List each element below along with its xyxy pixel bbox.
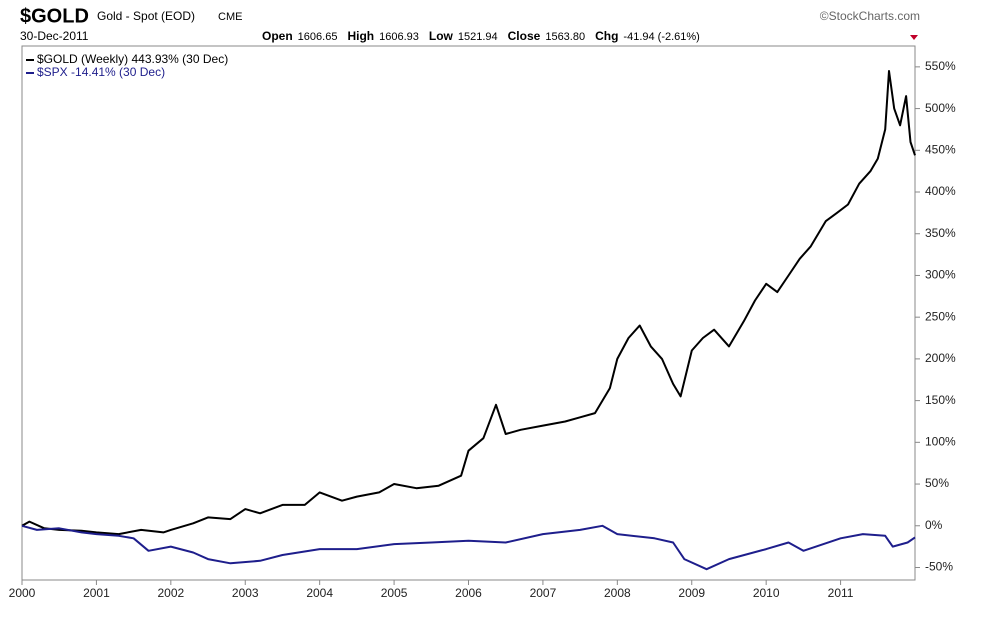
quote-label: Low — [429, 29, 454, 43]
quote-value: -41.94 (-2.61%) — [623, 31, 699, 43]
x-tick-label: 2007 — [530, 586, 557, 600]
x-tick-label: 2005 — [381, 586, 408, 600]
x-tick-label: 2010 — [753, 586, 780, 600]
x-tick-label: 2004 — [306, 586, 333, 600]
y-tick-label: 0% — [925, 518, 943, 532]
x-tick-label: 2009 — [678, 586, 705, 600]
quote-value: 1563.80 — [545, 31, 585, 43]
x-tick-label: 2001 — [83, 586, 110, 600]
quote-label: Open — [262, 29, 293, 43]
plot-frame — [21, 45, 916, 581]
date: 30-Dec-2011 — [20, 29, 89, 43]
y-tick-label: 250% — [925, 309, 956, 323]
exchange: CME — [218, 11, 242, 23]
y-tick-label: -50% — [925, 560, 953, 574]
quote-label: Chg — [595, 29, 618, 43]
x-tick-label: 2006 — [455, 586, 482, 600]
x-tick-label: 2008 — [604, 586, 631, 600]
y-tick-label: 150% — [925, 393, 956, 407]
quote: Open 1606.65 High 1606.93 Low 1521.94 Close 156… — [262, 29, 700, 43]
quote-value: 1521.94 — [458, 31, 498, 43]
series-line — [21, 70, 916, 536]
y-tick-label: 350% — [925, 226, 956, 240]
x-tick-label: 2011 — [828, 586, 854, 600]
symbol: $GOLD — [20, 5, 89, 27]
quote-label: Close — [508, 29, 541, 43]
series-line — [21, 524, 916, 571]
y-tick-label: 300% — [925, 268, 956, 282]
instrument-name: Gold - Spot (EOD) — [97, 9, 195, 23]
x-tick-label: 2000 — [9, 586, 36, 600]
y-tick-label: 200% — [925, 351, 956, 365]
x-tick-label: 2003 — [232, 586, 259, 600]
down-arrow — [910, 35, 918, 40]
legend-label: $SPX -14.41% (30 Dec) — [37, 65, 165, 79]
y-tick-label: 450% — [925, 142, 956, 156]
quote-label: High — [347, 29, 374, 43]
y-tick-label: 550% — [925, 59, 956, 73]
legend-label: $GOLD (Weekly) 443.93% (30 Dec) — [37, 52, 228, 66]
quote-value: 1606.65 — [298, 31, 338, 43]
x-tick-label: 2002 — [157, 586, 184, 600]
source: ©StockCharts.com — [820, 9, 920, 23]
quote-value: 1606.93 — [379, 31, 419, 43]
y-tick-label: 500% — [925, 101, 956, 115]
y-tick-label: 400% — [925, 184, 956, 198]
y-tick-label: 100% — [925, 435, 956, 449]
y-tick-label: 50% — [925, 476, 949, 490]
